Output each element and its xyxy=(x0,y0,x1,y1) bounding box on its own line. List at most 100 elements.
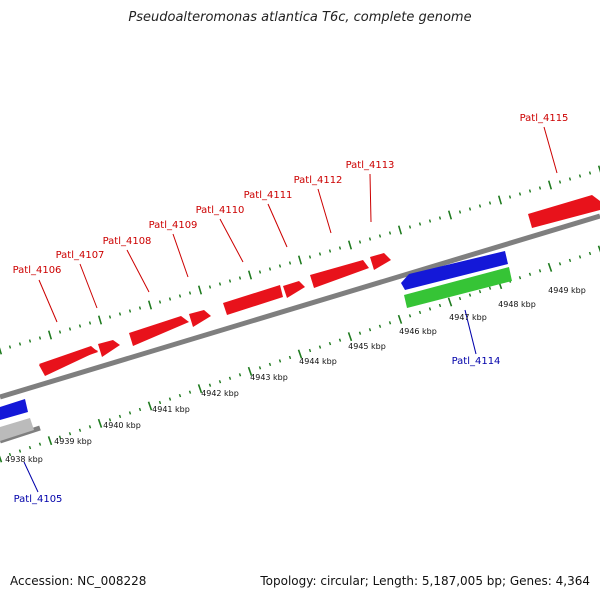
bottom-tick-major xyxy=(97,418,103,428)
leader-patl-4110 xyxy=(219,218,244,263)
bottom-tick-major xyxy=(347,332,353,342)
gene-arrow-reverse[interactable] xyxy=(401,251,508,290)
genome-summary-text: Topology: circular; Length: 5,187,005 bp… xyxy=(260,574,590,588)
bottom-tick-minor xyxy=(318,345,322,349)
scale-label-4939: 4939 kbp xyxy=(54,437,92,446)
top-tick-minor xyxy=(468,207,472,211)
top-tick-minor xyxy=(308,255,312,259)
backbone-upper xyxy=(0,213,600,400)
top-tick-major xyxy=(397,225,403,235)
top-tick-major xyxy=(147,300,153,310)
bottom-tick-minor xyxy=(558,262,562,266)
top-tick-minor xyxy=(228,279,232,283)
bottom-tick-minor xyxy=(28,445,32,450)
gene-label-patl-4114[interactable]: Patl_4114 xyxy=(452,356,501,367)
top-tick-minor xyxy=(458,210,462,214)
leader-patl-4112 xyxy=(317,188,332,234)
bottom-tick-major xyxy=(47,436,53,446)
bottom-tick-minor xyxy=(338,338,342,342)
gene-label-patl-4111[interactable]: Patl_4111 xyxy=(244,190,293,201)
top-tick-minor xyxy=(338,246,342,250)
bottom-tick-minor xyxy=(328,341,332,346)
scale-label-4945: 4945 kbp xyxy=(348,342,386,351)
top-tick-minor xyxy=(8,345,12,349)
gene-arrow-patl-4108[interactable] xyxy=(129,316,189,346)
scale-label-4943: 4943 kbp xyxy=(250,373,288,382)
gene-label-patl-4115[interactable]: Patl_4115 xyxy=(520,113,569,124)
scale-label-4944: 4944 kbp xyxy=(299,357,337,366)
gene-arrow-patl-4112[interactable] xyxy=(310,260,369,288)
bottom-tick-track xyxy=(0,245,600,463)
top-tick-major xyxy=(347,240,353,250)
bottom-tick-major xyxy=(197,384,203,394)
top-tick-minor xyxy=(58,330,62,334)
gene-label-patl-4113[interactable]: Patl_4113 xyxy=(346,160,395,171)
gene-label-patl-4105[interactable]: Patl_4105 xyxy=(14,494,63,505)
top-tick-minor xyxy=(318,252,322,256)
top-tick-minor xyxy=(418,222,422,226)
gene-arrow-patl-4111[interactable] xyxy=(283,281,305,298)
leader-patl-4105 xyxy=(23,461,39,493)
gene-label-patl-4109[interactable]: Patl_4109 xyxy=(149,220,198,231)
bottom-tick-minor xyxy=(158,400,162,405)
gene-label-patl-4110[interactable]: Patl_4110 xyxy=(196,205,245,216)
scale-label-4942: 4942 kbp xyxy=(201,389,239,398)
top-tick-major xyxy=(47,330,53,340)
gene-arrow-patl-4105[interactable] xyxy=(0,418,34,441)
top-tick-minor xyxy=(88,321,92,325)
gene-arrow-patl-4115[interactable] xyxy=(528,195,600,228)
gene-arrow-patl-4105-blue[interactable] xyxy=(0,399,28,420)
top-tick-minor xyxy=(278,264,282,268)
gene-arrow-patl-4110[interactable] xyxy=(223,285,283,315)
scale-label-4948: 4948 kbp xyxy=(498,300,536,309)
gene-arrow-patl-4113[interactable] xyxy=(370,253,391,270)
gene-label-patl-4107[interactable]: Patl_4107 xyxy=(56,250,105,261)
bottom-tick-minor xyxy=(68,432,72,436)
bottom-tick-minor xyxy=(578,255,582,259)
top-tick-minor xyxy=(18,342,22,346)
leader-patl-4111 xyxy=(267,203,288,248)
top-tick-major xyxy=(447,210,453,220)
scale-label-4947: 4947 kbp xyxy=(449,313,487,322)
bottom-tick-minor xyxy=(388,321,392,325)
bottom-tick-minor xyxy=(428,307,432,311)
top-tick-major xyxy=(97,315,103,325)
leader-patl-4107 xyxy=(79,263,98,309)
gene-arrow-patl-4109[interactable] xyxy=(189,310,211,327)
top-tick-minor xyxy=(28,339,32,343)
scale-label-4949: 4949 kbp xyxy=(548,286,586,295)
bottom-tick-minor xyxy=(268,362,272,367)
bottom-tick-minor xyxy=(378,324,382,328)
bottom-tick-minor xyxy=(228,376,232,380)
bottom-tick-minor xyxy=(238,373,242,377)
bottom-tick-minor xyxy=(438,303,442,308)
bottom-tick-major xyxy=(0,455,3,463)
top-tick-minor xyxy=(428,219,432,223)
gene-arrow-patl-4114[interactable] xyxy=(404,267,512,308)
gene-label-patl-4106[interactable]: Patl_4106 xyxy=(13,265,62,276)
gene-label-patl-4108[interactable]: Patl_4108 xyxy=(103,236,152,247)
bottom-tick-major xyxy=(147,401,153,411)
bottom-tick-minor xyxy=(288,355,292,360)
bottom-tick-minor xyxy=(528,272,532,276)
top-tick-minor xyxy=(258,270,262,274)
leader-patl-4114 xyxy=(464,309,477,355)
scale-label-4941: 4941 kbp xyxy=(152,405,190,414)
top-tick-minor xyxy=(38,336,42,340)
gene-label-patl-4112[interactable]: Patl_4112 xyxy=(294,175,343,186)
bottom-tick-major xyxy=(597,245,600,253)
gene-arrow-patl-4107[interactable] xyxy=(98,340,120,357)
top-tick-minor xyxy=(568,177,572,181)
bottom-tick-minor xyxy=(478,289,482,294)
bottom-tick-minor xyxy=(168,397,172,401)
top-tick-minor xyxy=(328,249,332,253)
gene-arrow-patl-4106[interactable] xyxy=(39,347,98,376)
top-tick-minor xyxy=(188,291,192,295)
bottom-tick-minor xyxy=(488,286,492,290)
bottom-tick-minor xyxy=(408,314,412,318)
bottom-tick-major xyxy=(547,262,553,272)
bottom-tick-minor xyxy=(518,276,522,280)
top-tick-major xyxy=(297,255,303,265)
top-tick-minor xyxy=(268,267,272,271)
